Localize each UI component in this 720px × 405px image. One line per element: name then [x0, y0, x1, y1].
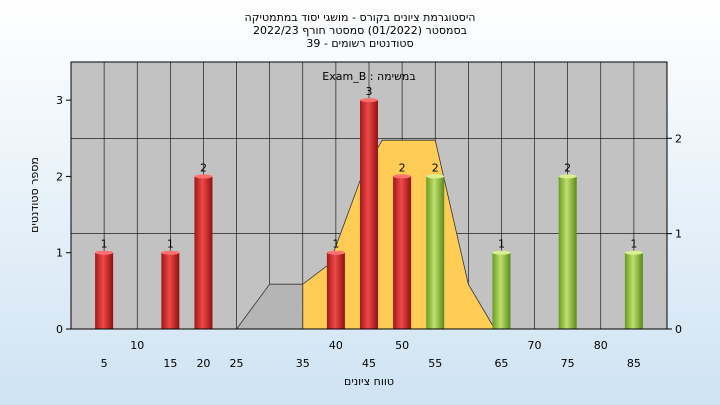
x-tick-label-lower: 25 — [230, 357, 244, 370]
x-tick-label-lower: 55 — [428, 357, 442, 370]
bar-group: 2 — [393, 161, 412, 329]
y-axis-title: מספר סטודנטים — [28, 157, 41, 233]
x-tick-label-lower: 35 — [296, 357, 310, 370]
bar-value-label: 1 — [630, 238, 637, 251]
bar-top — [194, 174, 213, 179]
bar-value-label: 1 — [101, 238, 108, 251]
bar-value-label: 2 — [432, 161, 439, 174]
bar-top — [393, 174, 412, 179]
bar-value-label: 3 — [366, 85, 373, 98]
bar — [161, 252, 180, 329]
bar — [624, 252, 643, 329]
bar-top — [326, 250, 345, 255]
chart-title-line-1: היסטוגרמת ציונים בקורס - מושגי יסוד במתמ… — [244, 11, 476, 24]
bar-top — [95, 250, 114, 255]
bar-group: 2 — [558, 161, 577, 329]
bar-group: 3 — [360, 85, 378, 330]
bar — [558, 176, 577, 329]
x-tick-label-lower: 75 — [561, 357, 575, 370]
bar — [194, 176, 213, 329]
x-tick-label-lower: 15 — [163, 357, 177, 370]
bar-group: 1 — [492, 238, 511, 329]
bar-top — [426, 174, 445, 179]
bar-group: 1 — [624, 238, 643, 329]
x-tick-label-lower: 65 — [494, 357, 508, 370]
bar-group: 2 — [194, 161, 213, 329]
bar-group: 1 — [326, 238, 345, 329]
bar-value-label: 1 — [167, 238, 174, 251]
bar-group: 1 — [161, 238, 180, 329]
chart-title-line-3: סטודנטים רשומים - 39 — [306, 37, 414, 50]
x-tick-label-upper: 10 — [130, 339, 144, 352]
x-tick-label-upper: 50 — [395, 339, 409, 352]
bar — [326, 252, 345, 329]
bar-top — [360, 98, 378, 103]
bar-group: 2 — [426, 161, 445, 329]
x-tick-label-lower: 5 — [101, 357, 108, 370]
y-tick-label: 0 — [56, 323, 63, 336]
x-tick-label-upper: 70 — [528, 339, 542, 352]
x-tick-label-lower: 45 — [362, 357, 376, 370]
bar-value-label: 2 — [564, 161, 571, 174]
bar-value-label: 2 — [399, 161, 406, 174]
bar — [393, 176, 412, 329]
bar-top — [492, 250, 511, 255]
bar — [426, 176, 445, 329]
bar — [95, 252, 114, 329]
bar — [360, 100, 378, 330]
bar-top — [558, 174, 577, 179]
x-tick-label-lower: 20 — [196, 357, 210, 370]
x-tick-label-lower: 85 — [627, 357, 641, 370]
y-tick-label: 1 — [56, 247, 63, 260]
y2-tick-label: 2 — [675, 132, 682, 145]
x-axis-title: טווח ציונים — [344, 375, 394, 388]
bar-value-label: 2 — [200, 161, 207, 174]
bar-layer: 1 1 2 1 3 2 2 1 2 1 — [95, 85, 643, 330]
x-tick-label-upper: 40 — [329, 339, 343, 352]
y2-tick-label: 1 — [675, 228, 682, 241]
bar — [492, 252, 511, 329]
y2-tick-label: 0 — [675, 323, 682, 336]
bar-top — [624, 250, 643, 255]
bar-top — [161, 250, 180, 255]
bar-value-label: 1 — [498, 238, 505, 251]
x-tick-label-upper: 80 — [594, 339, 608, 352]
bar-value-label: 1 — [332, 238, 339, 251]
chart-title-line-2: בסמסטר (01/2022) סמסטר חורף 2022/23 — [253, 24, 467, 37]
bar-group: 1 — [95, 238, 114, 329]
y-tick-label: 2 — [56, 170, 63, 183]
chart-annotation: Exam_B : במשימה — [322, 70, 415, 83]
y-tick-label: 3 — [56, 94, 63, 107]
